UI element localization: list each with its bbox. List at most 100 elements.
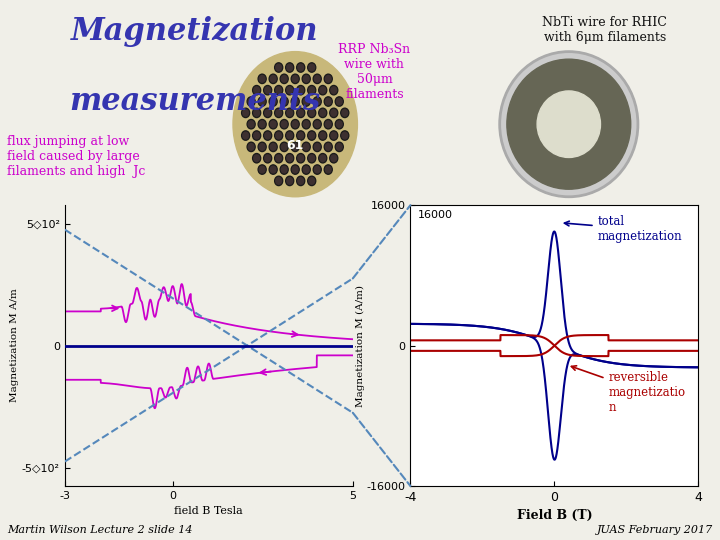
Circle shape	[292, 144, 298, 150]
Circle shape	[313, 119, 321, 129]
Circle shape	[248, 144, 254, 150]
Circle shape	[270, 166, 276, 173]
Circle shape	[259, 166, 265, 173]
Circle shape	[280, 142, 288, 152]
Circle shape	[253, 155, 259, 161]
Text: reversible
magnetizatio
n: reversible magnetizatio n	[572, 366, 685, 414]
Circle shape	[507, 59, 631, 189]
Circle shape	[287, 155, 292, 161]
Circle shape	[287, 110, 292, 116]
Circle shape	[253, 110, 259, 116]
Circle shape	[265, 110, 271, 116]
Text: 16000: 16000	[418, 210, 453, 220]
Circle shape	[303, 166, 309, 173]
Circle shape	[315, 144, 320, 150]
Circle shape	[243, 110, 248, 116]
Circle shape	[298, 64, 304, 71]
Circle shape	[330, 85, 338, 95]
Circle shape	[280, 97, 288, 106]
Circle shape	[269, 97, 277, 106]
Circle shape	[280, 74, 288, 84]
Circle shape	[341, 131, 348, 140]
Circle shape	[298, 178, 304, 184]
Circle shape	[336, 121, 342, 127]
Circle shape	[274, 176, 283, 186]
Circle shape	[319, 131, 327, 140]
Text: NbTi wire for RHIC
with 6μm filaments: NbTi wire for RHIC with 6μm filaments	[542, 16, 667, 44]
Circle shape	[297, 153, 305, 163]
Circle shape	[269, 119, 277, 129]
Circle shape	[243, 132, 248, 139]
Circle shape	[276, 132, 282, 139]
Circle shape	[342, 132, 348, 139]
Text: Martin Wilson Lecture 2 slide 14: Martin Wilson Lecture 2 slide 14	[7, 524, 193, 535]
Circle shape	[298, 87, 304, 93]
Circle shape	[269, 165, 277, 174]
Circle shape	[325, 166, 331, 173]
Circle shape	[274, 85, 283, 95]
Circle shape	[331, 155, 337, 161]
Circle shape	[233, 52, 357, 197]
Circle shape	[276, 64, 282, 71]
Circle shape	[264, 85, 271, 95]
Circle shape	[313, 165, 321, 174]
Circle shape	[319, 153, 327, 163]
Circle shape	[280, 119, 288, 129]
Circle shape	[282, 166, 287, 173]
Circle shape	[307, 85, 316, 95]
Circle shape	[341, 108, 348, 118]
Circle shape	[309, 155, 315, 161]
Circle shape	[270, 144, 276, 150]
Circle shape	[286, 153, 294, 163]
Circle shape	[324, 142, 332, 152]
Circle shape	[291, 142, 300, 152]
Circle shape	[264, 153, 271, 163]
Circle shape	[253, 132, 259, 139]
Circle shape	[269, 74, 277, 84]
Circle shape	[292, 166, 298, 173]
Circle shape	[336, 119, 343, 129]
Circle shape	[297, 176, 305, 186]
Text: measurements: measurements	[69, 86, 320, 117]
Circle shape	[500, 52, 638, 197]
Circle shape	[282, 144, 287, 150]
Circle shape	[331, 132, 337, 139]
Circle shape	[253, 85, 261, 95]
Circle shape	[307, 153, 316, 163]
Circle shape	[298, 110, 304, 116]
Circle shape	[270, 121, 276, 127]
Circle shape	[286, 131, 294, 140]
Circle shape	[274, 63, 283, 72]
Circle shape	[325, 76, 331, 82]
Circle shape	[309, 132, 315, 139]
Circle shape	[325, 121, 331, 127]
Circle shape	[265, 155, 271, 161]
Circle shape	[324, 74, 332, 84]
Circle shape	[282, 98, 287, 105]
Circle shape	[286, 108, 294, 118]
Circle shape	[248, 121, 254, 127]
Circle shape	[292, 121, 298, 127]
Circle shape	[297, 131, 305, 140]
Circle shape	[291, 165, 300, 174]
Y-axis label: Magnetization M A/m: Magnetization M A/m	[10, 289, 19, 402]
Circle shape	[242, 131, 250, 140]
Circle shape	[287, 87, 292, 93]
Circle shape	[309, 64, 315, 71]
Circle shape	[253, 153, 261, 163]
Circle shape	[259, 144, 265, 150]
Circle shape	[291, 97, 300, 106]
Circle shape	[276, 155, 282, 161]
Circle shape	[274, 131, 283, 140]
Circle shape	[325, 98, 331, 105]
Circle shape	[258, 142, 266, 152]
Circle shape	[324, 97, 332, 106]
Circle shape	[253, 108, 261, 118]
Circle shape	[302, 119, 310, 129]
Circle shape	[265, 87, 271, 93]
Circle shape	[320, 132, 325, 139]
Circle shape	[313, 142, 321, 152]
Circle shape	[264, 131, 271, 140]
Circle shape	[303, 144, 309, 150]
Circle shape	[282, 121, 287, 127]
